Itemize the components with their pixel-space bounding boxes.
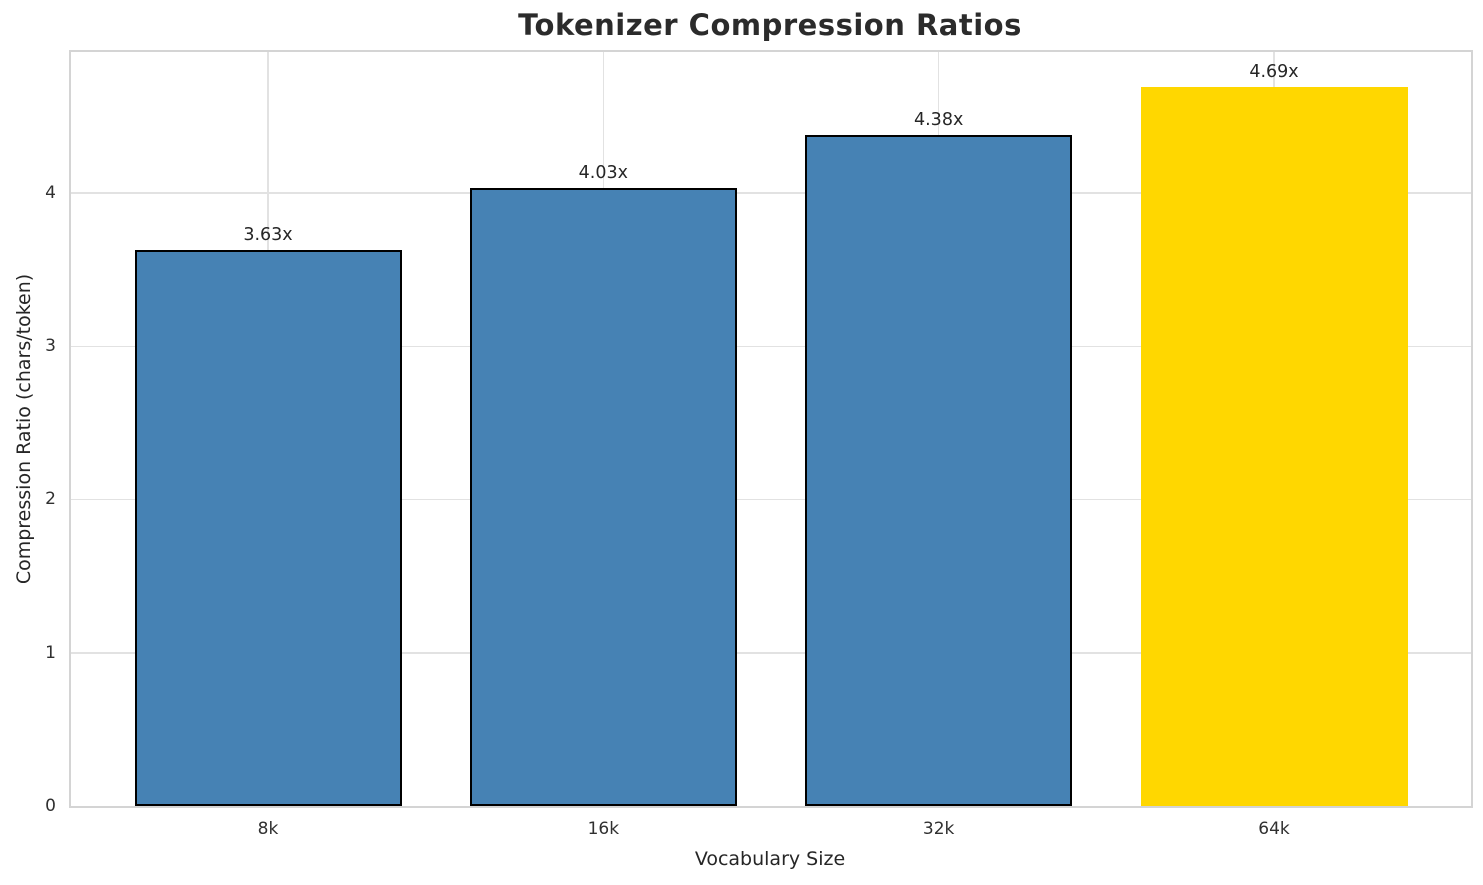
y-tick-label: 4 bbox=[45, 182, 56, 203]
gridline-h bbox=[71, 498, 1471, 501]
bar-value-label: 4.69x bbox=[1249, 62, 1299, 83]
chart-title: Tokenizer Compression Ratios bbox=[518, 8, 1022, 42]
gridline-h bbox=[71, 192, 1471, 194]
y-tick-label: 1 bbox=[45, 642, 56, 663]
bar bbox=[805, 134, 1073, 806]
plot-area: 3.63x 4.03x 4.38x 4.69x bbox=[69, 50, 1473, 808]
y-axis-label: Compression Ratio (chars/token) bbox=[13, 273, 35, 585]
bar-value-label: 4.38x bbox=[913, 109, 964, 130]
bar bbox=[134, 249, 402, 806]
x-tick-label: 64k bbox=[1258, 819, 1290, 839]
gridline-h bbox=[71, 652, 1471, 654]
x-tick-label: 8k bbox=[257, 819, 279, 839]
y-tick-label: 0 bbox=[45, 796, 56, 816]
bar bbox=[469, 188, 737, 806]
gridline-h bbox=[71, 345, 1471, 347]
y-tick-label: 3 bbox=[45, 336, 56, 357]
bar-value-label: 4.03x bbox=[578, 163, 628, 184]
x-tick-label: 32k bbox=[922, 819, 955, 839]
bar-value-label: 3.63x bbox=[243, 224, 293, 245]
bar bbox=[1140, 87, 1408, 806]
x-axis-label: Vocabulary Size bbox=[694, 848, 846, 870]
y-tick-label: 2 bbox=[45, 489, 56, 510]
x-tick-label: 16k bbox=[587, 819, 620, 839]
